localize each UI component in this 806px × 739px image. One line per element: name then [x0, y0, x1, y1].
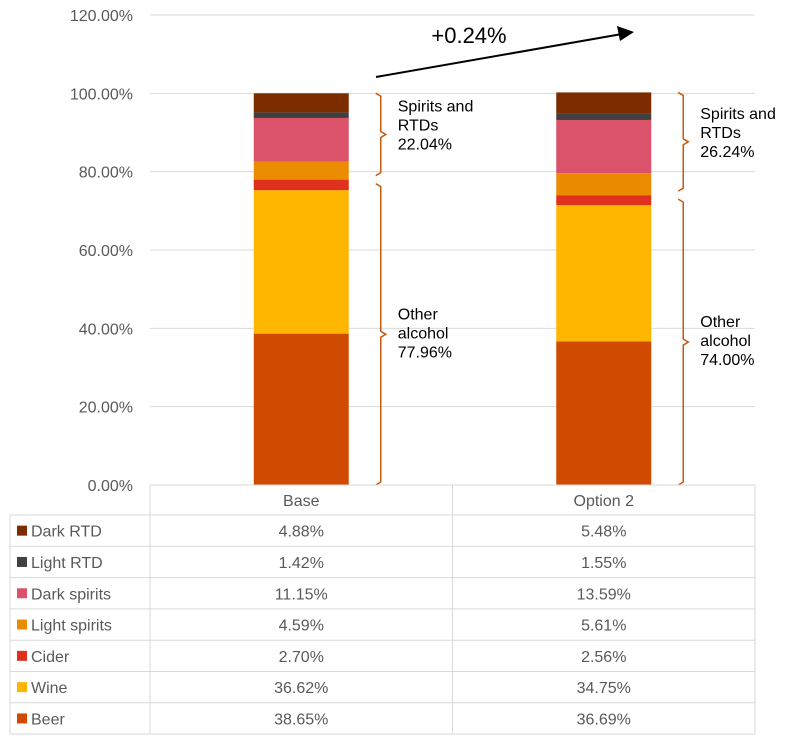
table-header-cell: Option 2	[574, 493, 635, 510]
legend-swatch	[17, 525, 27, 536]
legend-label: Beer	[31, 711, 65, 728]
table-row: Cider 2.70% 2.56%	[17, 649, 626, 666]
legend-swatch	[17, 650, 27, 661]
table-header-cell: Base	[283, 493, 320, 510]
bar-segment-dark-rtd	[556, 92, 652, 114]
spirits-rtd-annotation: Spirits and RTDs 22.04%	[398, 98, 474, 153]
table-value-cell: 5.61%	[581, 618, 626, 635]
change-arrow-label: +0.24%	[431, 23, 506, 48]
y-tick-label: 0.00%	[88, 478, 133, 495]
legend-label: Light spirits	[31, 618, 112, 635]
table-value-cell: 38.65%	[274, 711, 328, 728]
y-tick-label: 40.00%	[79, 321, 133, 338]
table-value-cell: 2.70%	[279, 649, 324, 666]
legend-swatch	[17, 713, 27, 724]
brace-bracket	[677, 198, 690, 486]
legend-label: Dark RTD	[31, 524, 102, 541]
table-value-cell: 11.15%	[275, 586, 328, 603]
change-arrow-line	[375, 33, 623, 78]
group-brackets: Spirits and RTDs 22.04% Other alcohol 77.96% S…	[375, 91, 776, 486]
table-value-cell: 4.88%	[279, 524, 324, 541]
legend-label: Cider	[31, 649, 70, 666]
bar-segment-wine	[556, 205, 652, 342]
legend-swatch	[17, 619, 27, 630]
y-tick-label: 60.00%	[79, 243, 133, 260]
table-value-cell: 5.48%	[581, 524, 626, 541]
y-tick-label: 120.00%	[70, 8, 133, 25]
data-table: Base Option 2 Dark RTD 4.88% 5.48% Light RTD 1…	[9, 484, 756, 735]
bar-segment-light-rtd	[556, 113, 652, 120]
table-value-cell: 13.59%	[577, 586, 631, 603]
table-row: Dark spirits 11.15% 13.59%	[17, 586, 631, 603]
table-value-cell: 2.56%	[581, 649, 626, 666]
other-alcohol-annotation: Other alcohol 77.96%	[398, 306, 452, 361]
table-value-cell: 36.62%	[274, 680, 328, 697]
y-tick-label: 20.00%	[79, 400, 133, 417]
bar-segment-cider	[556, 195, 652, 206]
legend-label: Wine	[31, 680, 68, 697]
table-row: Light spirits 4.59% 5.61%	[17, 618, 626, 635]
table-row: Dark RTD 4.88% 5.48%	[17, 524, 626, 541]
bar-segment-wine	[253, 190, 349, 334]
y-tick-label: 80.00%	[79, 165, 133, 182]
bar-segment-light-spirits	[556, 173, 652, 196]
table-row: Light RTD 1.42% 1.55%	[17, 555, 626, 572]
bar-segment-dark-spirits	[556, 119, 652, 174]
brace-bracket	[375, 92, 388, 177]
bar-segment-beer	[253, 333, 349, 485]
legend-swatch	[17, 556, 27, 567]
brace-bracket	[375, 182, 388, 486]
bars	[253, 92, 652, 485]
bar-segment-cider	[253, 179, 349, 191]
table-value-cell: 36.69%	[577, 711, 631, 728]
table-row: Wine 36.62% 34.75%	[17, 680, 631, 697]
table-row: Beer 38.65% 36.69%	[17, 711, 631, 728]
table-value-cell: 4.59%	[279, 618, 324, 635]
brace-bracket	[677, 91, 690, 192]
change-arrow: +0.24%	[375, 23, 634, 78]
legend-swatch	[17, 588, 27, 599]
arrowhead-icon	[617, 26, 634, 41]
table-value-cell: 34.75%	[577, 680, 631, 697]
y-axis-tick-labels: 0.00% 20.00% 40.00% 60.00% 80.00% 100.00% 120.…	[70, 8, 133, 495]
bar-segment-light-rtd	[253, 112, 349, 118]
y-tick-label: 100.00%	[70, 86, 133, 103]
legend-label: Dark spirits	[31, 586, 111, 603]
table-value-cell: 1.42%	[279, 555, 324, 572]
gridlines	[150, 14, 755, 486]
bar-segment-dark-rtd	[253, 93, 349, 113]
legend-swatch	[17, 682, 27, 693]
spirits-rtd-annotation: Spirits and RTDs 26.24%	[700, 106, 776, 161]
legend-label: Light RTD	[31, 555, 103, 572]
table-value-cell: 1.55%	[581, 555, 626, 572]
bar-segment-light-spirits	[253, 161, 349, 180]
bar-segment-beer	[556, 341, 652, 485]
bar-segment-dark-spirits	[253, 117, 349, 162]
other-alcohol-annotation: Other alcohol 74.00%	[700, 314, 754, 369]
